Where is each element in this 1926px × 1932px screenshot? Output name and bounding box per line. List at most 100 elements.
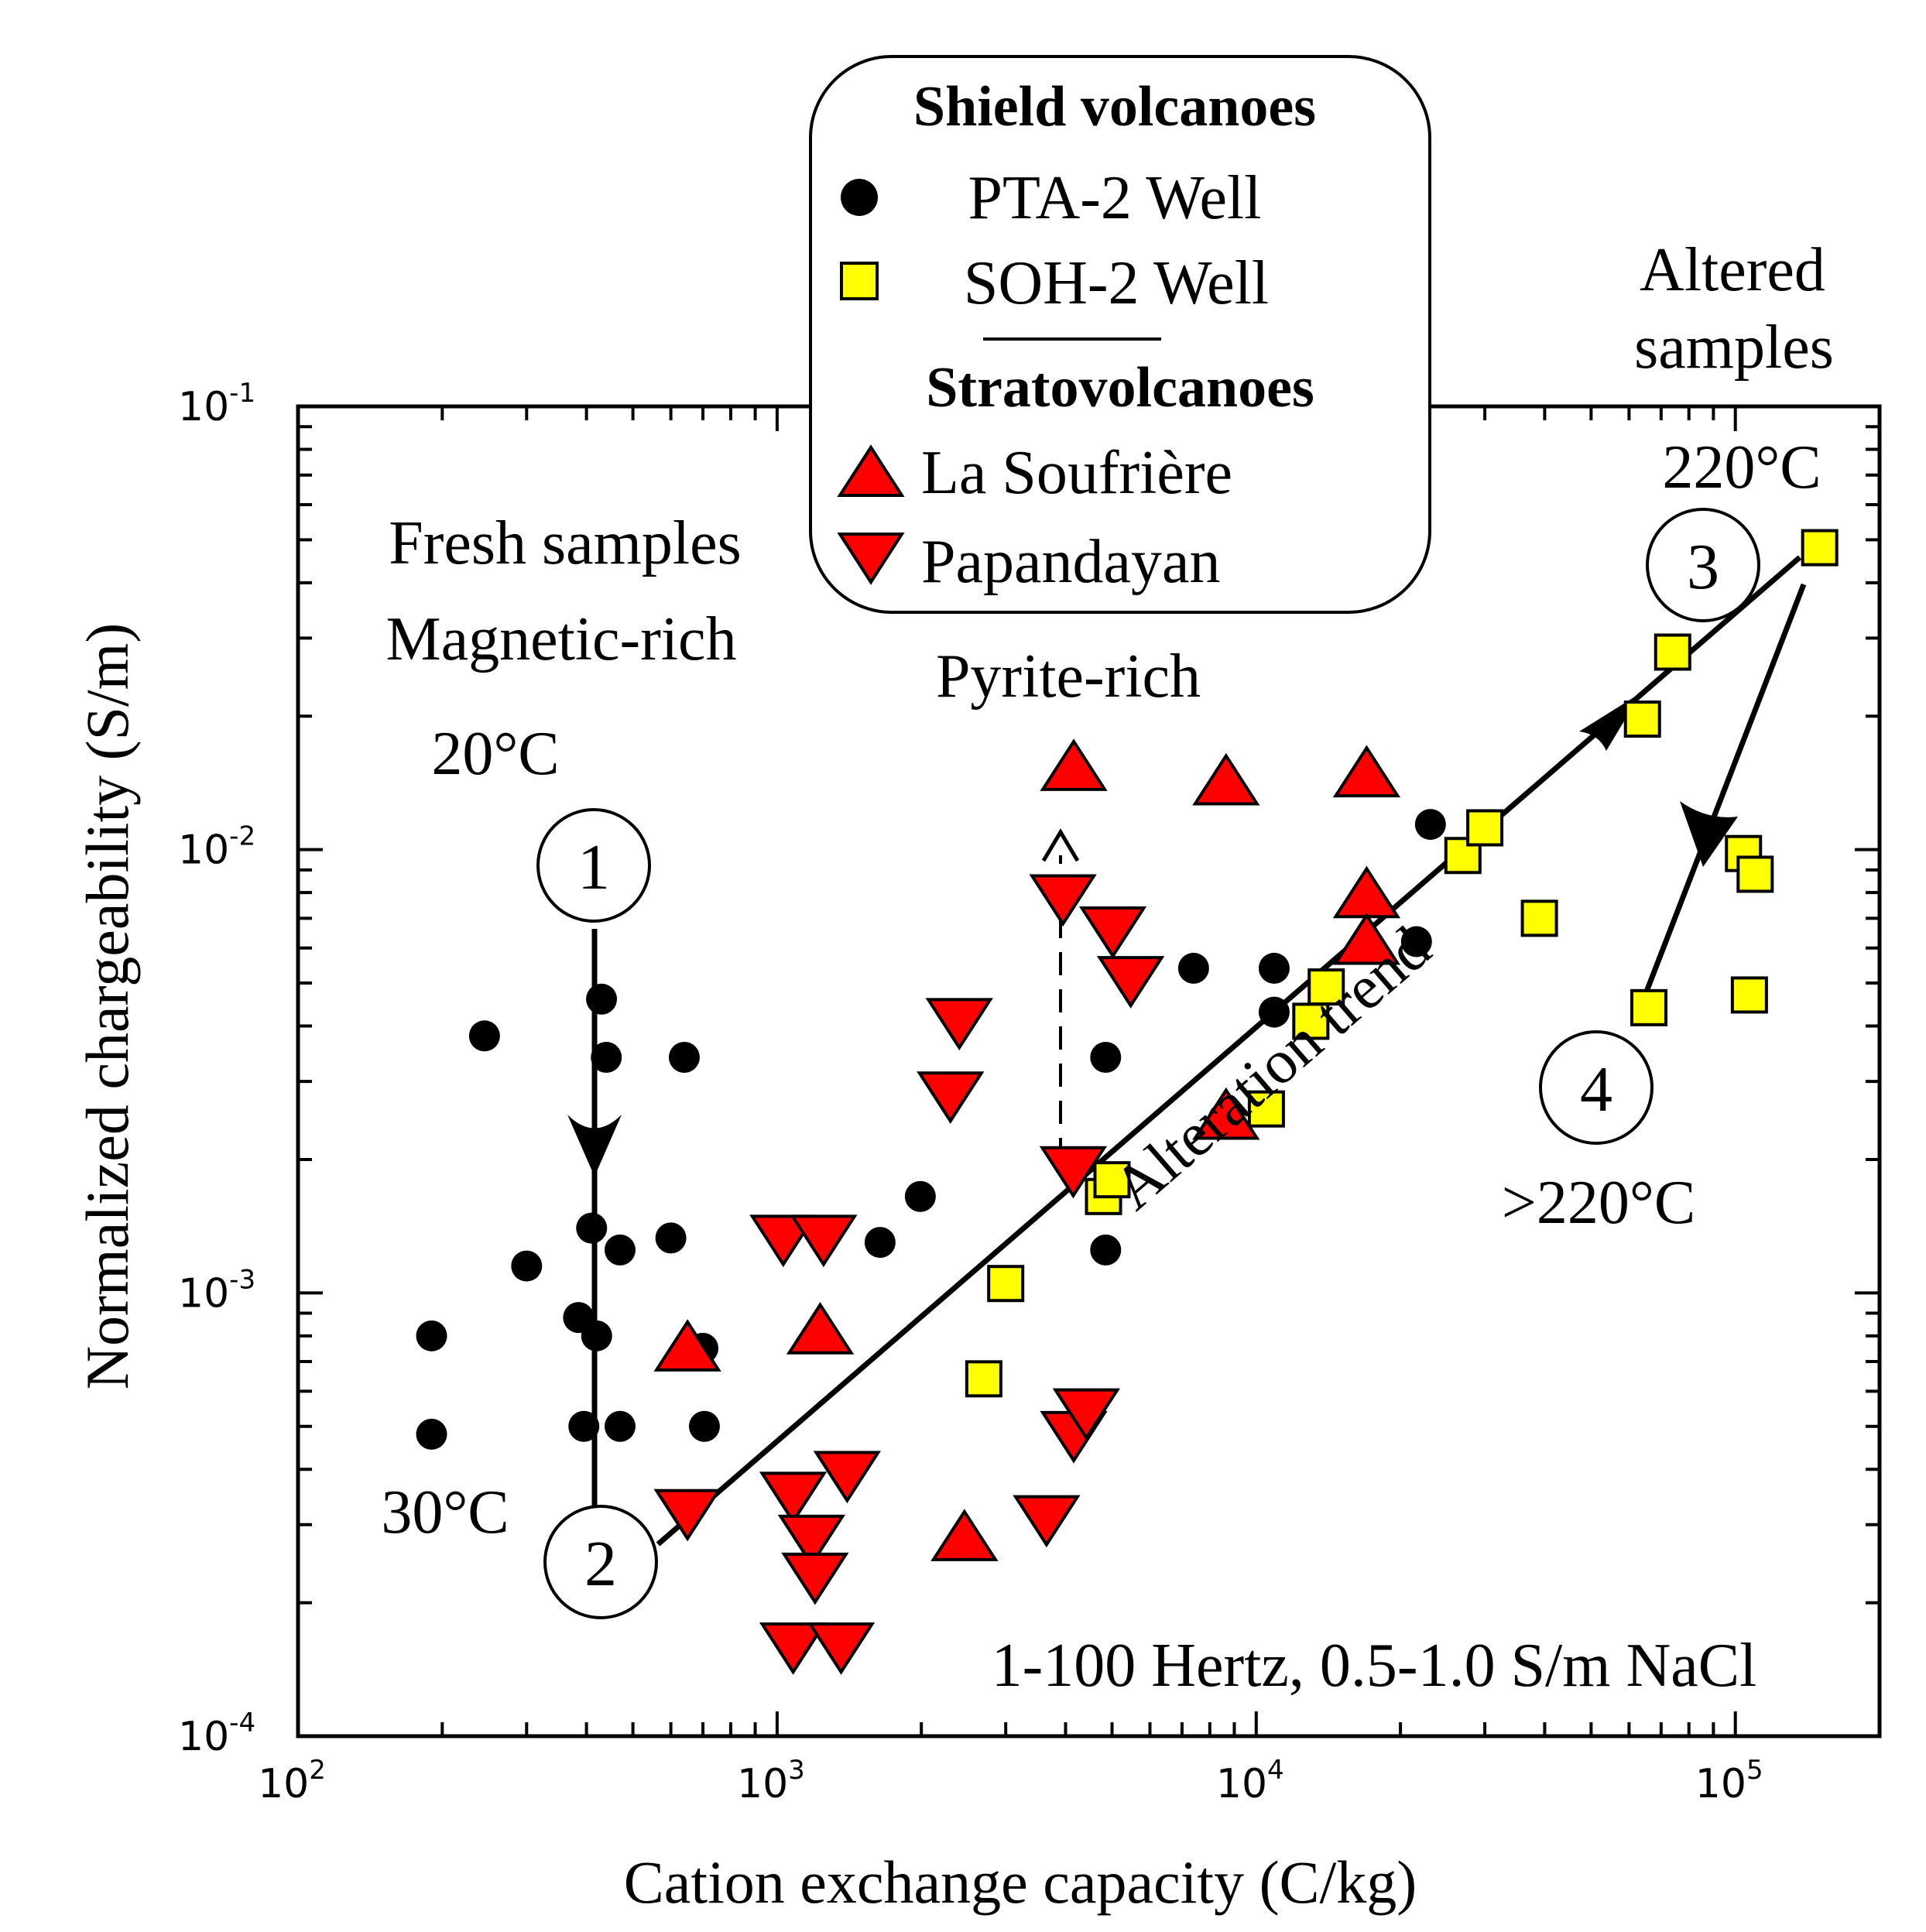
point-pta-2-well [1090,1234,1122,1266]
stage-3-label: 3 [1687,531,1719,603]
legend-circle-marker [841,179,878,216]
altered-label-line-2: samples [1634,313,1834,382]
temp-30c-label: 30°C [381,1478,509,1547]
point-pta-2-well [511,1250,543,1282]
point-soh-2-well [1307,968,1345,1006]
point-la-soufri-re [1192,1087,1260,1140]
point-pta-2-well [1400,926,1432,957]
point-pta-2-well [416,1418,447,1450]
point-la-soufri-re [1040,738,1108,791]
fresh-samples-label: Fresh samples [389,509,742,577]
point-papandayan [790,1214,858,1268]
point-papandayan [1013,1495,1081,1548]
point-papandayan [759,1471,828,1525]
point-soh-2-well [1654,633,1691,671]
point-soh-2-well [1520,899,1558,937]
point-pta-2-well [604,1410,636,1442]
point-soh-2-well [1093,1161,1131,1199]
point-soh-2-well [1630,988,1668,1026]
heating-arrowhead [1680,801,1738,867]
point-soh-2-well [1623,701,1661,738]
legend: Shield volcanoes PTA-2 Well SOH-2 Well S… [809,55,1431,614]
point-soh-2-well [965,1360,1002,1398]
point-soh-2-well [987,1265,1025,1303]
point-la-soufri-re [786,1302,855,1355]
point-papandayan [917,1071,985,1124]
legend-square-marker [840,262,879,300]
point-pta-2-well [576,1212,608,1244]
x-tick-label: 104 [1216,1755,1284,1807]
point-pta-2-well [468,1020,500,1052]
point-soh-2-well [1736,855,1774,893]
stage-4-marker: 4 [1539,1030,1654,1145]
x-tick-label: 103 [737,1755,805,1807]
pyrite-arrowhead [1041,828,1080,862]
point-papandayan [1029,874,1097,927]
point-pta-2-well [586,983,618,1015]
stage-markers: 1 2 3 4 [536,508,1760,1619]
x-axis-title: Cation exchange capacity (C/kg) [624,1848,1417,1916]
data-markers [416,529,1839,1675]
temp-20c-label: 20°C [431,720,559,788]
stage-4-label: 4 [1580,1053,1612,1125]
point-pta-2-well [655,1222,687,1254]
point-la-soufri-re [1332,745,1401,798]
point-pta-2-well [904,1180,936,1212]
pyrite-rich-label: Pyrite-rich [936,642,1201,711]
legend-group-shield-title: Shield volcanoes [913,75,1316,139]
point-pta-2-well [1414,809,1446,841]
legend-soh2-label: SOH-2 Well [964,249,1269,317]
point-pta-2-well [1258,952,1290,984]
point-soh-2-well [1444,837,1482,875]
x-tick-label: 105 [1695,1755,1763,1807]
point-papandayan [1096,956,1165,1009]
point-papandayan [925,998,993,1051]
point-papandayan [813,1451,882,1504]
point-la-soufri-re [1332,912,1401,965]
point-soh-2-well [1247,1090,1285,1128]
point-soh-2-well [1801,529,1839,567]
stage-2-marker: 2 [543,1505,658,1619]
point-papandayan [759,1622,828,1675]
legend-triangle-up-marker [837,444,905,497]
legend-papandayan-label: Papandayan [921,528,1221,596]
x-tick-label: 102 [258,1755,326,1807]
point-pta-2-well [688,1410,720,1442]
point-pta-2-well [591,1041,622,1073]
cooling-arrowhead [567,1115,622,1177]
point-pta-2-well [1090,1041,1122,1073]
point-la-soufri-re [1192,752,1260,806]
point-pta-2-well [1177,952,1209,984]
y-tick-label: 10-4 [178,1708,255,1760]
point-la-soufri-re [930,1509,999,1561]
y-tick-label: 10-2 [178,821,255,874]
magnetic-rich-label: Magnetic-rich [386,605,736,673]
temp-gt220c-label: >220°C [1502,1169,1695,1237]
point-pta-2-well [1258,996,1290,1028]
legend-pta2-label: PTA-2 Well [968,164,1262,232]
point-pta-2-well [568,1410,600,1442]
y-tick-label: 10-1 [178,378,255,430]
temp-220c-label: 220°C [1662,433,1821,502]
point-la-soufri-re [653,1319,721,1372]
point-papandayan [777,1514,846,1567]
point-papandayan [1078,906,1147,959]
point-pta-2-well [668,1041,700,1073]
point-soh-2-well [1466,809,1504,847]
point-papandayan [807,1622,876,1675]
point-papandayan [1052,1388,1121,1441]
point-soh-2-well [1730,976,1768,1014]
point-pta-2-well [581,1320,612,1351]
y-axis-title: Normalized chargeability (S/m) [74,623,141,1390]
point-pta-2-well [864,1227,896,1259]
legend-box [809,55,1431,614]
stage-2-label: 2 [584,1528,617,1600]
point-papandayan [1039,1146,1108,1199]
point-la-soufri-re [1332,865,1401,919]
legend-group-strato-title: Stratovolcanoes [926,356,1314,420]
stage-1-label: 1 [577,831,610,903]
point-papandayan [653,1488,721,1542]
legend-triangle-down-marker [837,533,905,585]
conditions-label: 1-100 Hertz, 0.5-1.0 S/m NaCl [992,1632,1757,1700]
